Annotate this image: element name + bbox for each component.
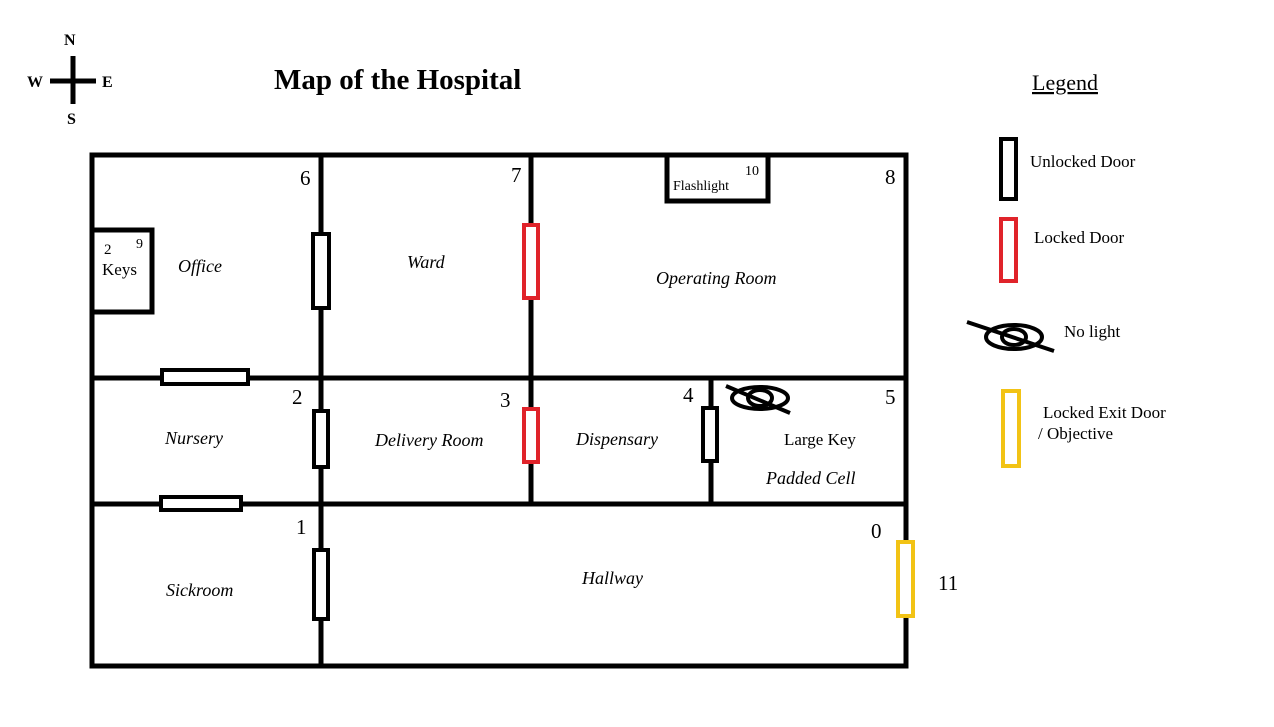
room-number-flashlight-closet: 10 [745,164,759,179]
legend-unlocked-door-label: Unlocked Door [1030,152,1136,171]
room-number-sickroom: 1 [296,515,307,539]
room-number-padded-cell: 5 [885,385,896,409]
room-label-office: Office [178,256,222,276]
room-label-nursery: Nursery [164,428,223,448]
door-nursery-sickroom[interactable] [159,495,243,512]
exit-door[interactable] [896,540,915,618]
room-label-keys: Keys [102,260,137,279]
room-number-hallway: 0 [871,519,882,543]
compass-rose: N S E W [27,32,113,128]
compass-south: S [67,111,76,128]
room-label-padded-cell: Padded Cell [765,468,855,488]
door-ward-operating[interactable] [522,223,540,300]
room-number-operating-room: 8 [885,165,896,189]
room-label-ward: Ward [407,252,446,272]
locked-doors [522,223,540,464]
compass-west: W [27,74,43,91]
room-label-hallway: Hallway [581,568,643,588]
no-light-icon [725,384,791,415]
legend-no-light-label: No light [1064,322,1120,341]
door-delivery-dispensary[interactable] [522,407,540,464]
room-label-sickroom: Sickroom [166,580,233,600]
room-number-office: 6 [300,166,311,190]
room-number-ward: 7 [511,163,522,187]
room-number-keys-closet: 9 [136,237,143,252]
legend-no-light-icon [966,320,1055,353]
room-number-dispensary: 4 [683,383,694,407]
legend-exit-label-line1: Locked Exit Door [1043,403,1166,422]
legend-unlocked-door-swatch [999,137,1018,201]
item-large-key: Large Key [784,430,856,449]
legend-locked-door-swatch [999,217,1018,283]
room-number-nursery: 2 [292,385,303,409]
door-office-nursery[interactable] [160,368,250,386]
door-sickroom-hallway[interactable] [312,548,330,621]
room-number-exit: 11 [938,571,958,595]
map-title: Map of the Hospital [274,64,521,96]
room-number-keys-closet-sub: 2 [104,242,112,258]
room-label-dispensary: Dispensary [575,429,658,449]
legend-title: Legend [1032,70,1098,95]
door-office-ward[interactable] [311,232,331,310]
room-label-flashlight: Flashlight [673,179,729,194]
room-label-delivery-room: Delivery Room [374,430,483,450]
legend-exit-door-swatch [1001,389,1021,468]
compass-east: E [102,74,113,91]
room-label-operating-room: Operating Room [656,268,777,288]
legend: Legend Unlocked Door Locked Door No ligh… [966,70,1166,468]
compass-north: N [64,32,76,49]
door-dispensary-cell[interactable] [701,406,719,463]
room-number-delivery-room: 3 [500,388,511,412]
unlocked-doors [159,232,719,621]
legend-exit-label-line2: / Objective [1038,424,1113,443]
legend-locked-door-label: Locked Door [1034,228,1125,247]
door-nursery-delivery[interactable] [312,409,330,469]
